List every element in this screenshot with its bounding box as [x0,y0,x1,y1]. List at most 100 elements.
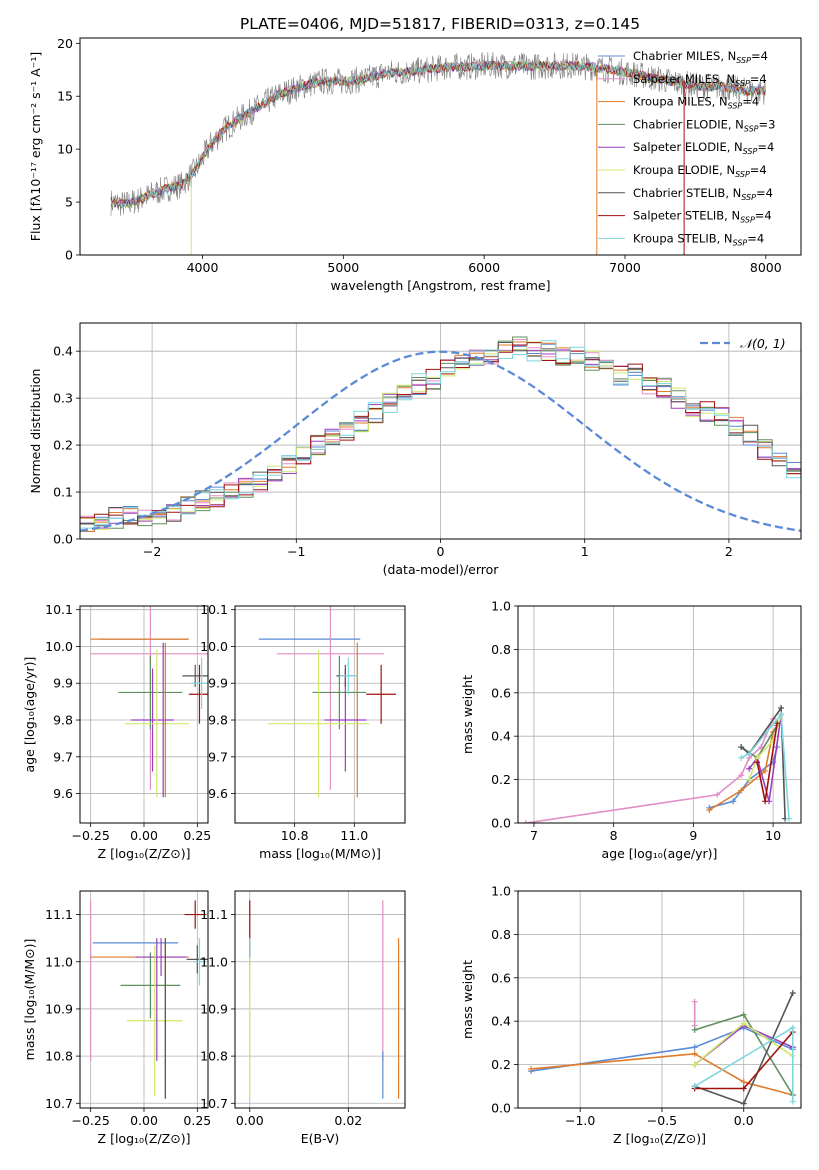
y-tick-label: 11.1 [45,907,73,922]
weight-marker-chabrier_elodie [740,1011,747,1018]
chart-mass_vs_ebv: 0.00 0.02 10.7 10.8 10.9 11.0 11.1 E(B-V) [200,890,406,1146]
legend-n: =4 [755,209,772,223]
y-tick-label: 0.0 [491,1101,511,1116]
legend-n: =4 [742,95,759,109]
y-tick-label: 10.9 [200,1001,228,1016]
y-tick-label: 10.0 [45,639,73,654]
histogram-chabrier_stelib [80,342,801,527]
y-tick-label: 0.6 [491,685,511,700]
histogram-kroupa_elodie [80,341,801,530]
axes-frame [517,890,802,1109]
legend-n: =4 [751,49,768,63]
legend-n: =4 [750,163,767,177]
y-tick-label: 9.7 [208,749,228,764]
y-tick-label: 9.9 [53,676,73,691]
x-tick-label: 6000 [468,260,500,275]
weight-line-kroupa_stelib [740,712,790,819]
y-tick-label: 0.0 [53,532,73,547]
weight-marker-chabrier_elodie [691,1026,698,1033]
x-tick-label: 0.00 [236,1113,264,1128]
y-axis-label: age [log₁₀(age/yr)] [22,657,37,773]
figure-title: PLATE=0406, MJD=51817, FIBERID=0313, z=0… [240,15,640,33]
y-tick-label: 9.7 [53,749,73,764]
x-tick-label: 10.8 [281,828,309,843]
x-tick-label: 9 [689,828,697,843]
y-tick-label: 9.6 [208,786,228,801]
weight-marker-salpeter_stelib [740,1085,747,1092]
x-axis-label: (data-model)/error [383,562,500,577]
chart-residuals: −2 −1 0 1 2 0.0 0.1 0.2 0.3 0.4 (data-model)/error… [28,322,802,577]
x-axis-label: wavelength [Angstrom, rest frame] [330,278,550,293]
y-tick-label: 1.0 [491,884,511,899]
weight-marker-salpeter_elodie [746,765,753,772]
legend-label: Kroupa ELODIE, NSSP=4 [633,163,767,179]
y-tick-label: 15 [57,89,73,104]
y-tick-label: 0.8 [491,642,511,657]
legend-subscript: SSP [736,56,751,65]
x-axis-label: Z [log₁₀(Z/Z⊙)] [98,846,191,861]
x-tick-label: 8000 [750,260,782,275]
y-tick-label: 10.8 [200,1049,228,1064]
x-tick-label: 0.25 [183,828,211,843]
plot-area [249,900,400,1099]
legend-label: Chabrier ELODIE, NSSP=3 [633,117,775,133]
axes-frame [234,605,406,824]
x-tick-label: −2 [143,544,161,559]
legend-subscript: SSP [740,216,755,225]
weight-marker-kroupa_elodie [746,776,753,783]
y-tick-label: 0.6 [491,970,511,985]
x-tick-label: 0.25 [183,1113,211,1128]
weight-marker-chabrier_miles [730,798,737,805]
legend-subscript: SSP [744,124,759,133]
legend-n: =4 [757,140,774,154]
axes-frame [234,890,406,1109]
y-tick-label: 9.6 [53,786,73,801]
y-tick-label: 9.8 [53,713,73,728]
plot-area [258,606,397,798]
x-tick-label: 0.00 [130,828,158,843]
weight-line-kroupa_miles [708,731,774,811]
axes-frame [79,322,802,540]
weight-marker-salpeter_stelib [762,798,769,805]
legend-subscript: SSP [733,238,748,247]
plot-area [90,606,208,798]
y-tick-label: 0.0 [491,816,511,831]
axes-frame [79,605,209,824]
legend-subscript: SSP [741,193,756,202]
y-tick-label: 0.2 [491,772,511,787]
y-tick-label: 11.1 [200,907,228,922]
weight-marker-kroupa_miles [691,1050,698,1057]
x-axis-label: mass [log₁₀(M/M⊙)] [259,846,381,861]
x-axis-label: age [log₁₀(age/yr)] [602,846,718,861]
plot-area [90,900,208,1099]
y-tick-label: 10.7 [45,1096,73,1111]
plot-area [110,51,766,255]
weight-marker-chabrier_miles [691,1044,698,1051]
legend-label: Salpeter STELIB, NSSP=4 [633,209,772,225]
x-tick-label: 11.0 [340,828,368,843]
y-tick-label: 10.9 [45,1001,73,1016]
x-tick-label: −0.5 [647,1113,677,1128]
chart-mass_vs_Z: −0.25 0.00 0.25 10.7 10.8 10.9 11.0 11.1 Z [log₁… [22,890,211,1146]
weight-marker-kroupa_stelib [691,1083,698,1090]
legend-n: =4 [750,72,767,86]
histogram-salpeter_stelib [80,342,801,525]
histogram-salpeter_miles [80,339,801,521]
histogram-kroupa_stelib [80,340,801,529]
legend-label: Chabrier STELIB, NSSP=4 [633,186,773,202]
y-tick-label: 0.3 [53,391,73,406]
weight-marker-salpeter_stelib [774,720,781,727]
weight-line-salpeter_miles [525,718,774,823]
y-tick-label: 0.4 [491,729,511,744]
weight-marker-chabrier_stelib [778,704,785,711]
y-tick-label: 10 [57,142,73,157]
x-tick-label: 0 [437,544,445,559]
weight-marker-salpeter_miles [714,791,721,798]
weight-line-salpeter_elodie [748,714,782,802]
legend-subscript: SSP [735,170,750,179]
plot-area [522,704,793,823]
x-tick-label: 10 [765,828,781,843]
x-axis-label: Z [log₁₀(Z/Z⊙)] [98,1131,191,1146]
weight-line-kroupa_miles [531,1052,794,1096]
